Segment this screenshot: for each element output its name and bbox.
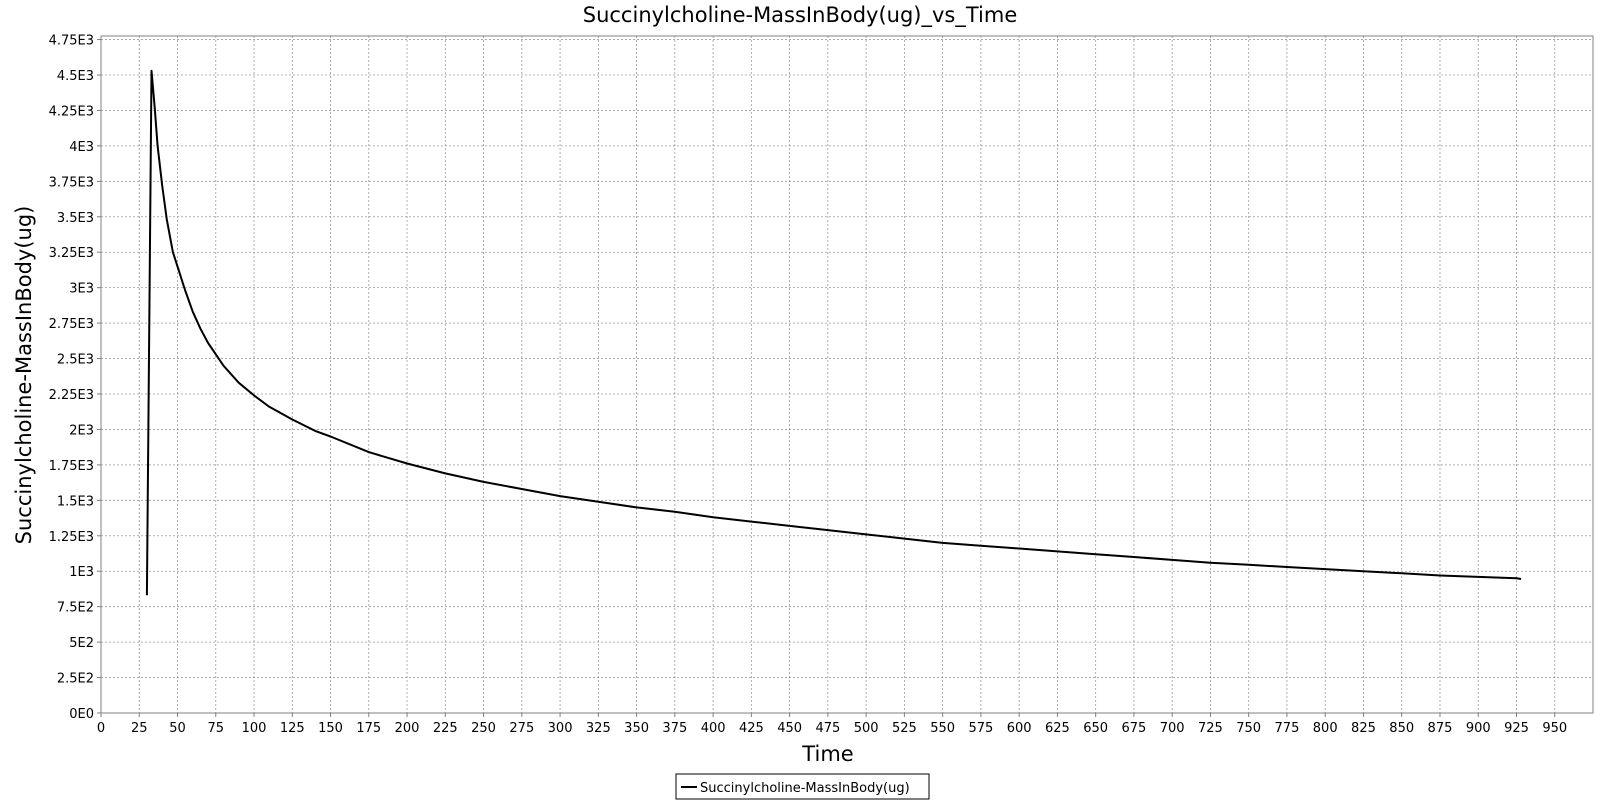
x-tick-label: 275 <box>509 721 534 736</box>
x-tick-label: 525 <box>892 721 917 736</box>
x-tick-label: 475 <box>815 721 840 736</box>
x-tick-label: 650 <box>1083 721 1108 736</box>
x-tick-label: 0 <box>97 721 105 736</box>
y-tick-label: 7.5E2 <box>57 601 94 616</box>
y-tick-label: 2.75E3 <box>49 317 94 332</box>
x-tick-label: 575 <box>968 721 993 736</box>
x-tick-label: 450 <box>777 721 802 736</box>
x-tick-label: 500 <box>854 721 879 736</box>
y-tick-label: 2.25E3 <box>49 388 94 403</box>
y-tick-label: 3.75E3 <box>49 175 94 190</box>
y-tick-label: 2.5E3 <box>57 353 94 368</box>
x-tick-label: 375 <box>662 721 687 736</box>
y-tick-label: 4.25E3 <box>49 104 94 119</box>
x-tick-label: 175 <box>356 721 381 736</box>
plot-area <box>100 35 1594 714</box>
grid <box>100 36 1593 714</box>
x-tick-label: 25 <box>131 721 148 736</box>
x-tick-label: 625 <box>1045 721 1070 736</box>
x-tick-label: 75 <box>207 721 224 736</box>
x-axis: 0 25 50 75 100 125 150 175 200 225 250 275 300 325 350… <box>97 713 1567 736</box>
x-tick-label: 550 <box>930 721 955 736</box>
y-tick-label: 5E2 <box>69 636 94 651</box>
x-tick-label: 125 <box>280 721 305 736</box>
y-axis: 0E0 2.5E2 5E2 7.5E2 1E3 1.25E3 1.5E3 1.75E3 2E3 2… <box>49 34 101 722</box>
x-tick-label: 750 <box>1236 721 1261 736</box>
x-tick-label: 350 <box>624 721 649 736</box>
x-tick-label: 800 <box>1313 721 1338 736</box>
x-tick-label: 600 <box>1007 721 1032 736</box>
series-layer <box>145 69 1522 596</box>
y-axis-title: Succinylcholine-MassInBody(ug) <box>12 206 36 545</box>
x-tick-label: 875 <box>1428 721 1453 736</box>
y-tick-label: 2.5E2 <box>57 672 94 687</box>
legend-label: Succinylcholine-MassInBody(ug) <box>700 781 910 796</box>
x-tick-label: 400 <box>701 721 726 736</box>
y-tick-label: 3.5E3 <box>57 211 94 226</box>
y-tick-label: 4E3 <box>69 140 94 155</box>
x-tick-label: 50 <box>169 721 186 736</box>
y-tick-label: 3.25E3 <box>49 246 94 261</box>
x-tick-label: 675 <box>1122 721 1147 736</box>
x-tick-label: 700 <box>1160 721 1185 736</box>
y-tick-label: 4.5E3 <box>57 69 94 84</box>
y-tick-label: 3E3 <box>69 282 94 297</box>
x-tick-label: 950 <box>1542 721 1567 736</box>
y-tick-label: 1.5E3 <box>57 494 94 509</box>
y-tick-label: 1E3 <box>69 565 94 580</box>
y-tick-label: 4.75E3 <box>49 34 94 49</box>
series-line <box>145 69 1522 596</box>
y-tick-label: 1.75E3 <box>49 459 94 474</box>
legend: Succinylcholine-MassInBody(ug) <box>675 773 930 800</box>
x-tick-label: 725 <box>1198 721 1223 736</box>
x-tick-label: 900 <box>1466 721 1491 736</box>
x-tick-label: 925 <box>1504 721 1529 736</box>
x-axis-title: Time <box>801 742 853 766</box>
x-tick-label: 775 <box>1275 721 1300 736</box>
x-tick-label: 425 <box>739 721 764 736</box>
x-tick-label: 225 <box>433 721 458 736</box>
x-tick-label: 300 <box>548 721 573 736</box>
x-tick-label: 150 <box>318 721 343 736</box>
legend-box <box>675 773 930 800</box>
x-tick-label: 325 <box>586 721 611 736</box>
y-tick-label: 2E3 <box>69 423 94 438</box>
x-tick-label: 250 <box>471 721 496 736</box>
x-tick-label: 825 <box>1351 721 1376 736</box>
y-tick-label: 1.25E3 <box>49 530 94 545</box>
x-tick-label: 100 <box>242 721 267 736</box>
chart-title: Succinylcholine-MassInBody(ug)_vs_Time <box>583 3 1018 28</box>
x-tick-label: 200 <box>395 721 420 736</box>
y-tick-label: 0E0 <box>69 707 94 722</box>
x-tick-label: 850 <box>1389 721 1414 736</box>
